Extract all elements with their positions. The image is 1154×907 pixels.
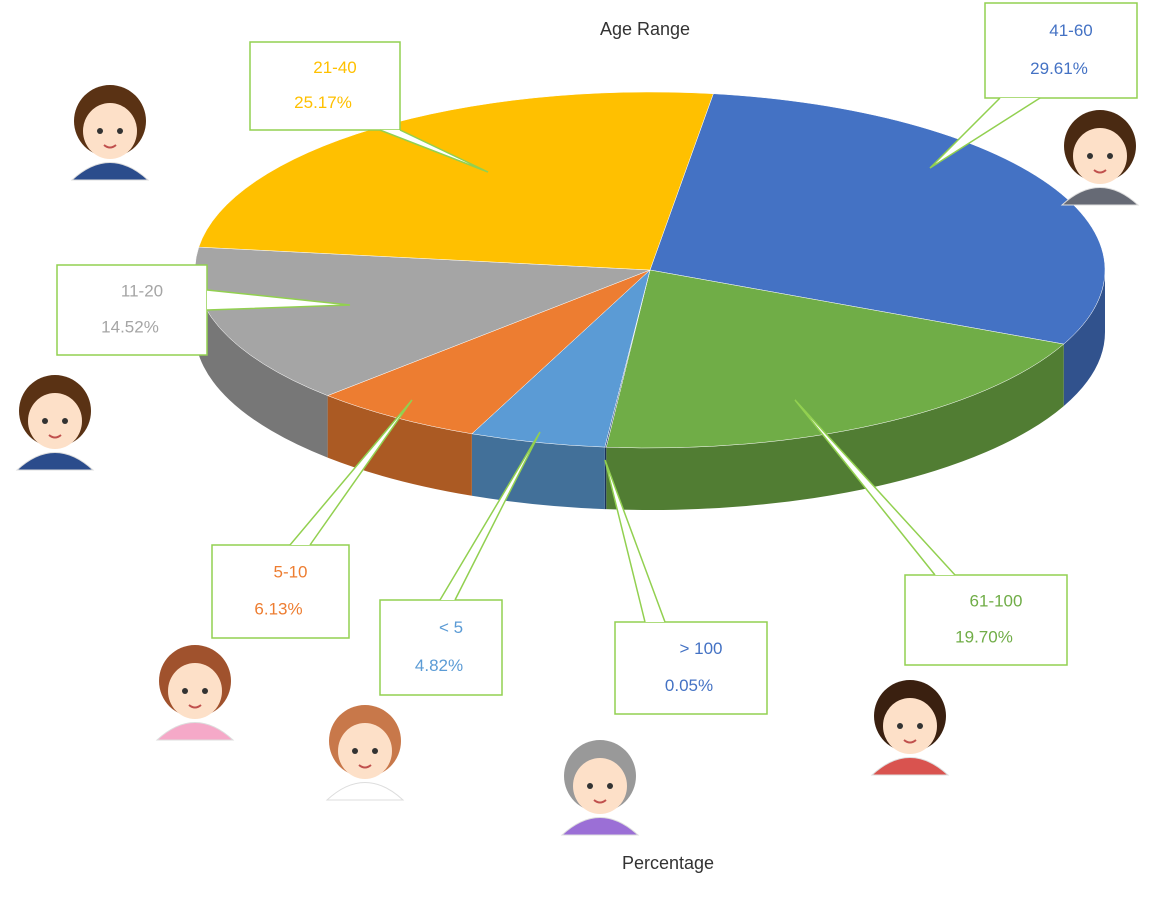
avatar-eye [587, 783, 593, 789]
callout-category: 41-60 [1049, 21, 1092, 40]
callout-category: 21-40 [313, 58, 356, 77]
callout-value: 29.61% [1030, 59, 1088, 78]
callout-box [985, 3, 1137, 98]
avatar-face [83, 103, 137, 159]
callout-box [380, 600, 502, 695]
callout-value: 14.52% [101, 317, 159, 336]
avatar-eye [372, 748, 378, 754]
avatar-face [338, 723, 392, 779]
avatar-eye [1087, 153, 1093, 159]
callout-category: > 100 [679, 639, 722, 658]
avatar-face [573, 758, 627, 814]
avatar-body [562, 818, 638, 836]
callout-category: < 5 [439, 618, 463, 637]
callout-box [250, 42, 400, 130]
avatar-eye [117, 128, 123, 134]
avatar-eye [42, 418, 48, 424]
avatar [157, 645, 233, 740]
avatar [1062, 110, 1138, 205]
callout-value: 25.17% [294, 93, 352, 112]
avatar [72, 85, 148, 180]
avatar-body [327, 783, 403, 801]
slice-side [605, 447, 606, 509]
avatar [17, 375, 93, 470]
avatar-eye [62, 418, 68, 424]
avatar-body [72, 163, 148, 181]
avatar-face [1073, 128, 1127, 184]
avatar-face [168, 663, 222, 719]
avatar-body [157, 723, 233, 741]
avatar-eye [1107, 153, 1113, 159]
x-axis-label: Percentage [622, 853, 714, 873]
callout-value: 0.05% [665, 676, 713, 695]
avatar-eye [352, 748, 358, 754]
avatar-face [28, 393, 82, 449]
avatar-eye [97, 128, 103, 134]
avatar-eye [202, 688, 208, 694]
callout-box [57, 265, 207, 355]
avatar-eye [897, 723, 903, 729]
callout-category: 61-100 [970, 591, 1023, 610]
avatar-face [883, 698, 937, 754]
avatar [872, 680, 948, 775]
callout-category: 5-10 [273, 562, 307, 581]
callout-box [905, 575, 1067, 665]
callout-value: 4.82% [415, 656, 463, 675]
callout-box [615, 622, 767, 714]
callout-value: 19.70% [955, 627, 1013, 646]
avatar-body [872, 758, 948, 776]
callout-category: 11-20 [121, 281, 163, 300]
avatar-body [1062, 188, 1138, 206]
avatar-eye [182, 688, 188, 694]
avatar [562, 740, 638, 835]
chart: Age Range Percentage 41-60 29.61% 61-100 19… [0, 0, 1154, 907]
chart-title: Age Range [600, 19, 690, 39]
avatar-eye [607, 783, 613, 789]
avatar-eye [917, 723, 923, 729]
avatar-body [17, 453, 93, 471]
callout-value: 6.13% [254, 600, 302, 619]
callout-box [212, 545, 349, 638]
avatar [327, 705, 403, 800]
